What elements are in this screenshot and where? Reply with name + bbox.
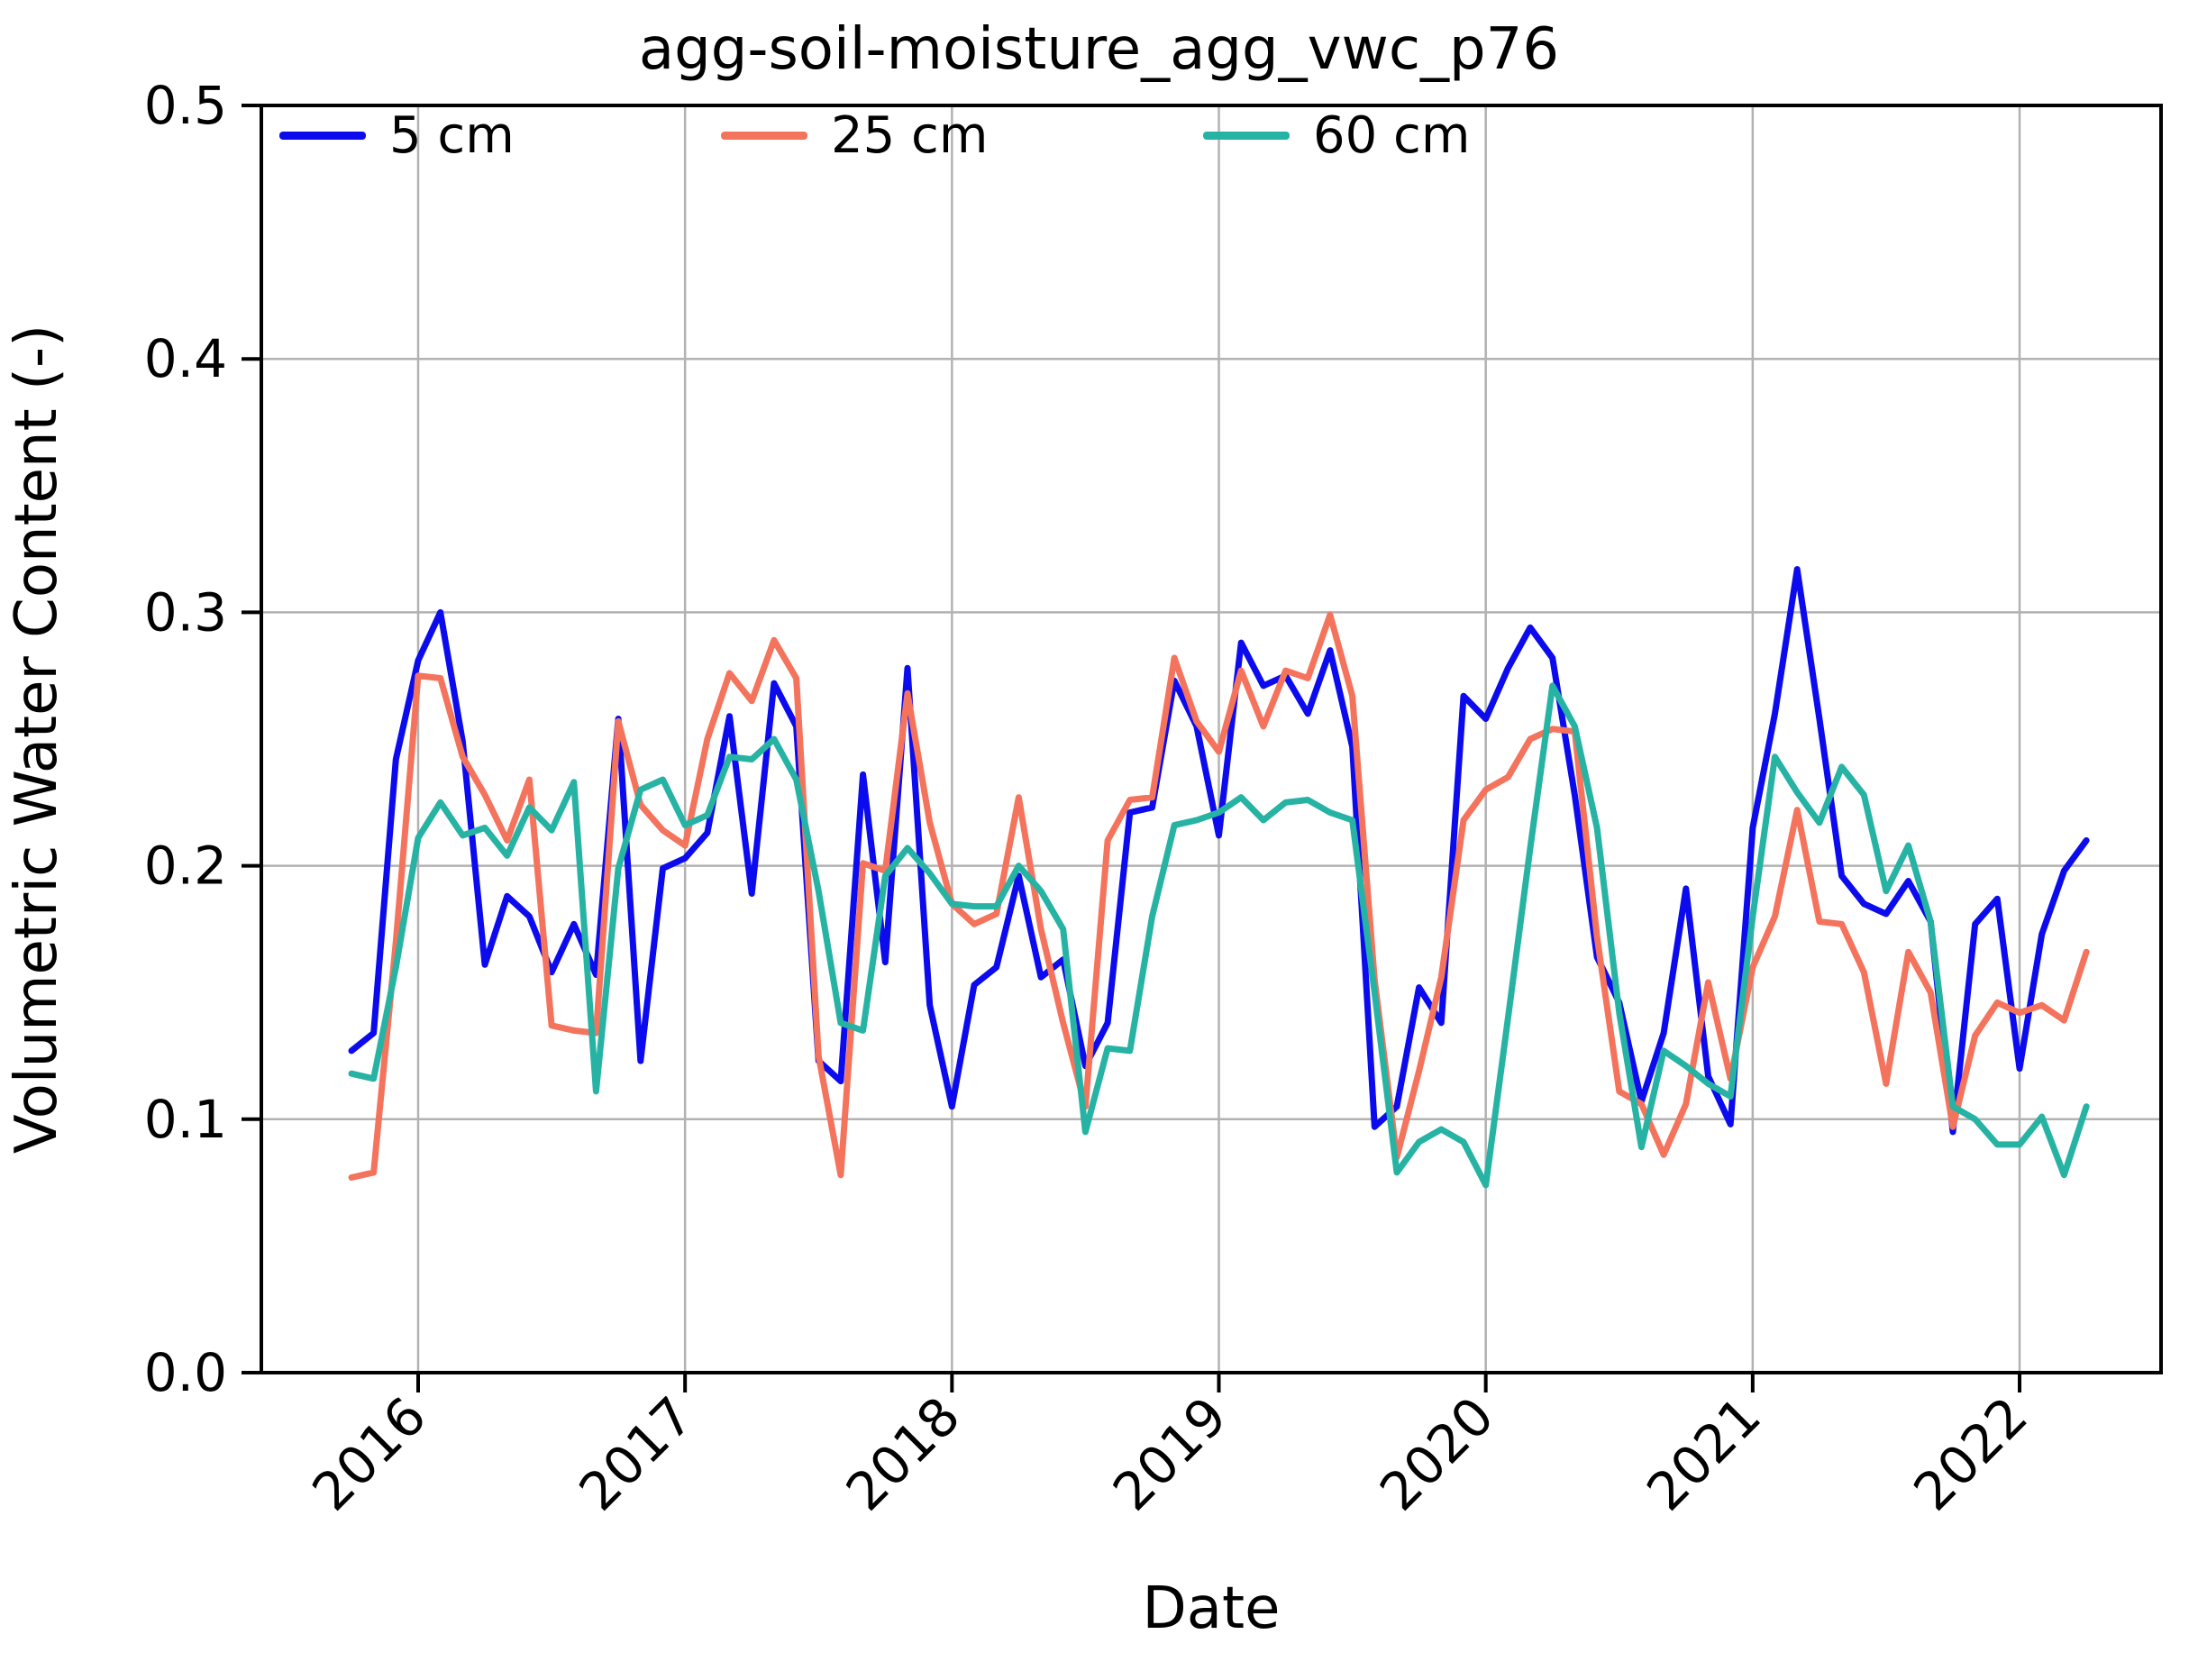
y-tick-label: 0.2 xyxy=(144,835,227,897)
legend-item-25cm: 25 cm xyxy=(721,105,989,165)
series-line-25cm xyxy=(348,611,2090,1181)
chart-title: agg-soil-moisture_agg_vwc_p76 xyxy=(638,16,1560,83)
x-tick-label: 2022 xyxy=(1902,1385,2038,1522)
x-axis-label: Date xyxy=(1143,1575,1281,1642)
y-tick-label: 0.5 xyxy=(144,75,227,136)
x-tick-label: 2017 xyxy=(568,1385,705,1522)
legend-label-25cm: 25 cm xyxy=(831,105,989,165)
legend-swatch-60cm xyxy=(1203,131,1290,140)
legend-swatch-5cm xyxy=(279,131,366,140)
legend-label-60cm: 60 cm xyxy=(1313,105,1471,165)
y-tick-label: 0.0 xyxy=(144,1342,227,1403)
y-axis-label: Volumetric Water Content (-) xyxy=(4,324,70,1154)
x-tick-label: 2021 xyxy=(1635,1385,1772,1522)
series-line-5cm xyxy=(348,566,2090,1136)
x-tick-label: 2020 xyxy=(1368,1385,1505,1522)
y-tick-label: 0.3 xyxy=(144,581,227,643)
y-tick-label: 0.1 xyxy=(144,1089,227,1150)
legend-item-5cm: 5 cm xyxy=(279,105,515,165)
legend-swatch-25cm xyxy=(721,131,807,140)
axes-box xyxy=(260,104,2163,1374)
legend-item-60cm: 60 cm xyxy=(1203,105,1471,165)
x-tick-label: 2019 xyxy=(1101,1385,1238,1522)
y-tick-label: 0.4 xyxy=(144,328,227,389)
legend-label-5cm: 5 cm xyxy=(389,105,515,165)
x-tick-label: 2016 xyxy=(300,1385,437,1522)
x-tick-label: 2018 xyxy=(835,1385,971,1522)
series-line-60cm xyxy=(348,682,2090,1189)
